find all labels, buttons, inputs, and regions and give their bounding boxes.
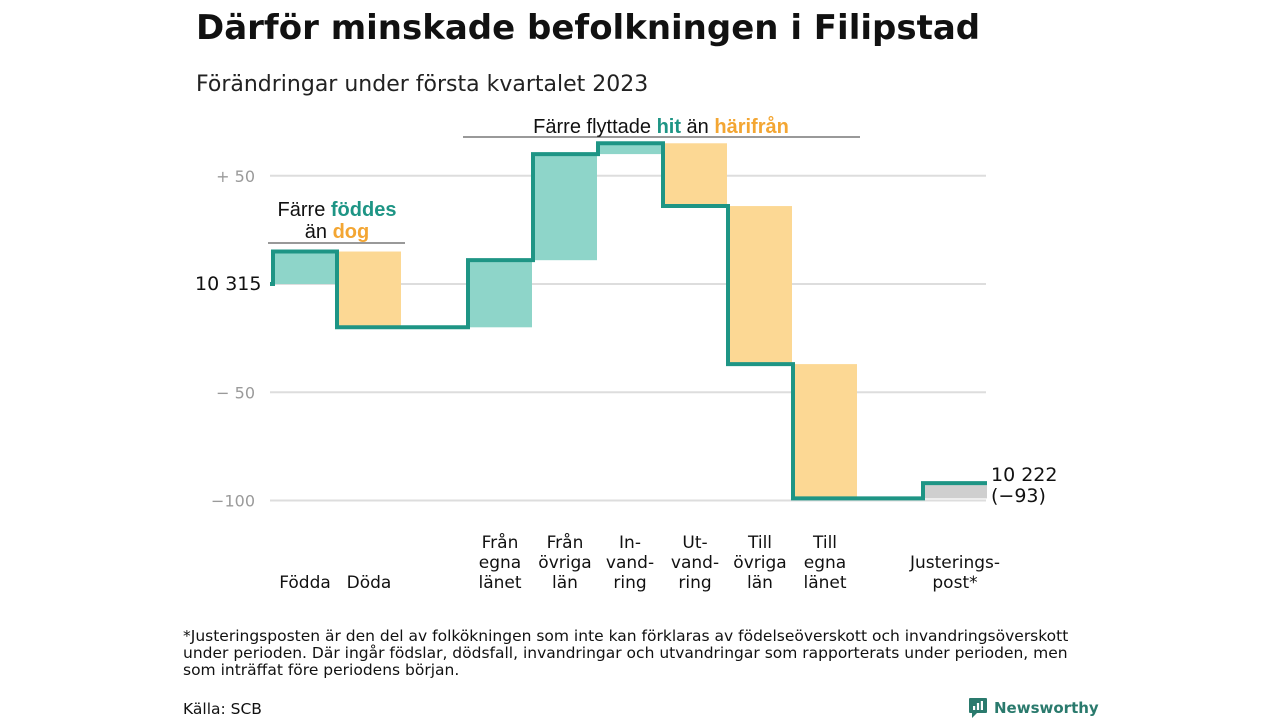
category-label-line: Till (812, 533, 837, 553)
bars (273, 143, 987, 499)
y-tick-label: −100 (211, 492, 255, 511)
category-label-line: övriga (538, 553, 591, 573)
annotation-segment: Färre flyttade (533, 116, 656, 138)
bar (793, 364, 857, 499)
category-label: Till egna länet (803, 533, 846, 593)
annotation-text: Färre föddes (278, 199, 397, 221)
bar (728, 206, 792, 365)
y-tick-label: + 50 (216, 167, 255, 186)
category-label-line: Justerings- (909, 553, 1000, 573)
category-label-line: post* (932, 573, 977, 593)
footnote: *Justeringsposten är den del av folkökni… (183, 627, 1069, 679)
bar (468, 260, 532, 328)
category-label-line: vand- (671, 553, 719, 573)
y-axis-ticks: + 50 − 50 −100 (211, 167, 255, 511)
annotation-segment: hit (657, 116, 682, 138)
y-tick-label: − 50 (216, 383, 255, 402)
category-label-line: Ut- (682, 533, 707, 553)
category-label: In-vand-ring (606, 533, 654, 593)
category-label-line: egna (804, 553, 846, 573)
bar (533, 154, 597, 261)
category-label-line: län (747, 573, 773, 593)
bar (598, 143, 662, 155)
bar (273, 251, 337, 284)
category-label-line: Till (747, 533, 772, 553)
value-labels: 10 315 10 222(−93) (195, 273, 1057, 507)
category-label-line: Från (482, 532, 519, 553)
source: Källa: SCB (183, 700, 262, 718)
annotation-segment: föddes (331, 199, 397, 221)
bar (923, 483, 987, 499)
category-label-line: län (552, 573, 578, 593)
category-label: Till övriga län (733, 533, 786, 593)
category-label-line: egna (479, 553, 521, 573)
end-change-label: (−93) (991, 485, 1046, 507)
category-label-line: ring (678, 573, 711, 593)
category-label: Från övriga län (538, 532, 591, 593)
annotation-segment: härifrån (714, 115, 788, 138)
category-label-line: vand- (606, 553, 654, 573)
annotation-segment: Färre (278, 199, 331, 221)
annotation-segment: än (305, 221, 333, 243)
brand-name: Newsworthy (994, 699, 1099, 717)
annotation-text: än dog (305, 221, 369, 243)
annotation-segment: dog (333, 221, 370, 243)
gridlines (270, 174, 986, 502)
annotation-text: Färre flyttade hit än härifrån (533, 115, 789, 138)
newsworthy-logo-icon (969, 698, 987, 718)
category-label-line: Födda (279, 573, 331, 593)
category-label: Födda (279, 573, 331, 593)
annotation-segment: än (681, 116, 714, 138)
category-label-line: In- (619, 533, 641, 553)
category-label-line: länet (478, 573, 521, 593)
category-label-line: Från (547, 532, 584, 553)
category-label-line: övriga (733, 553, 786, 573)
bar (337, 251, 401, 328)
bar (663, 143, 727, 207)
category-label-line: Döda (347, 573, 392, 593)
chart-subtitle: Förändringar under första kvartalet 2023 (196, 72, 649, 97)
start-value-label: 10 315 (195, 273, 261, 295)
end-value-label: 10 222 (991, 464, 1057, 486)
brand[interactable]: Newsworthy (968, 697, 1099, 719)
category-label: Justerings-post* (909, 553, 1000, 593)
category-label-line: länet (803, 573, 846, 593)
annotation: Färre flyttade hit än härifrån (463, 115, 860, 138)
category-label: Ut-vand-ring (671, 533, 719, 593)
category-label: Döda (347, 573, 392, 593)
running-total-line (270, 141, 987, 501)
chart-title: Därför minskade befolkningen i Filipstad (196, 8, 981, 48)
category-label: Från egna länet (478, 532, 521, 593)
category-label-line: ring (613, 573, 646, 593)
